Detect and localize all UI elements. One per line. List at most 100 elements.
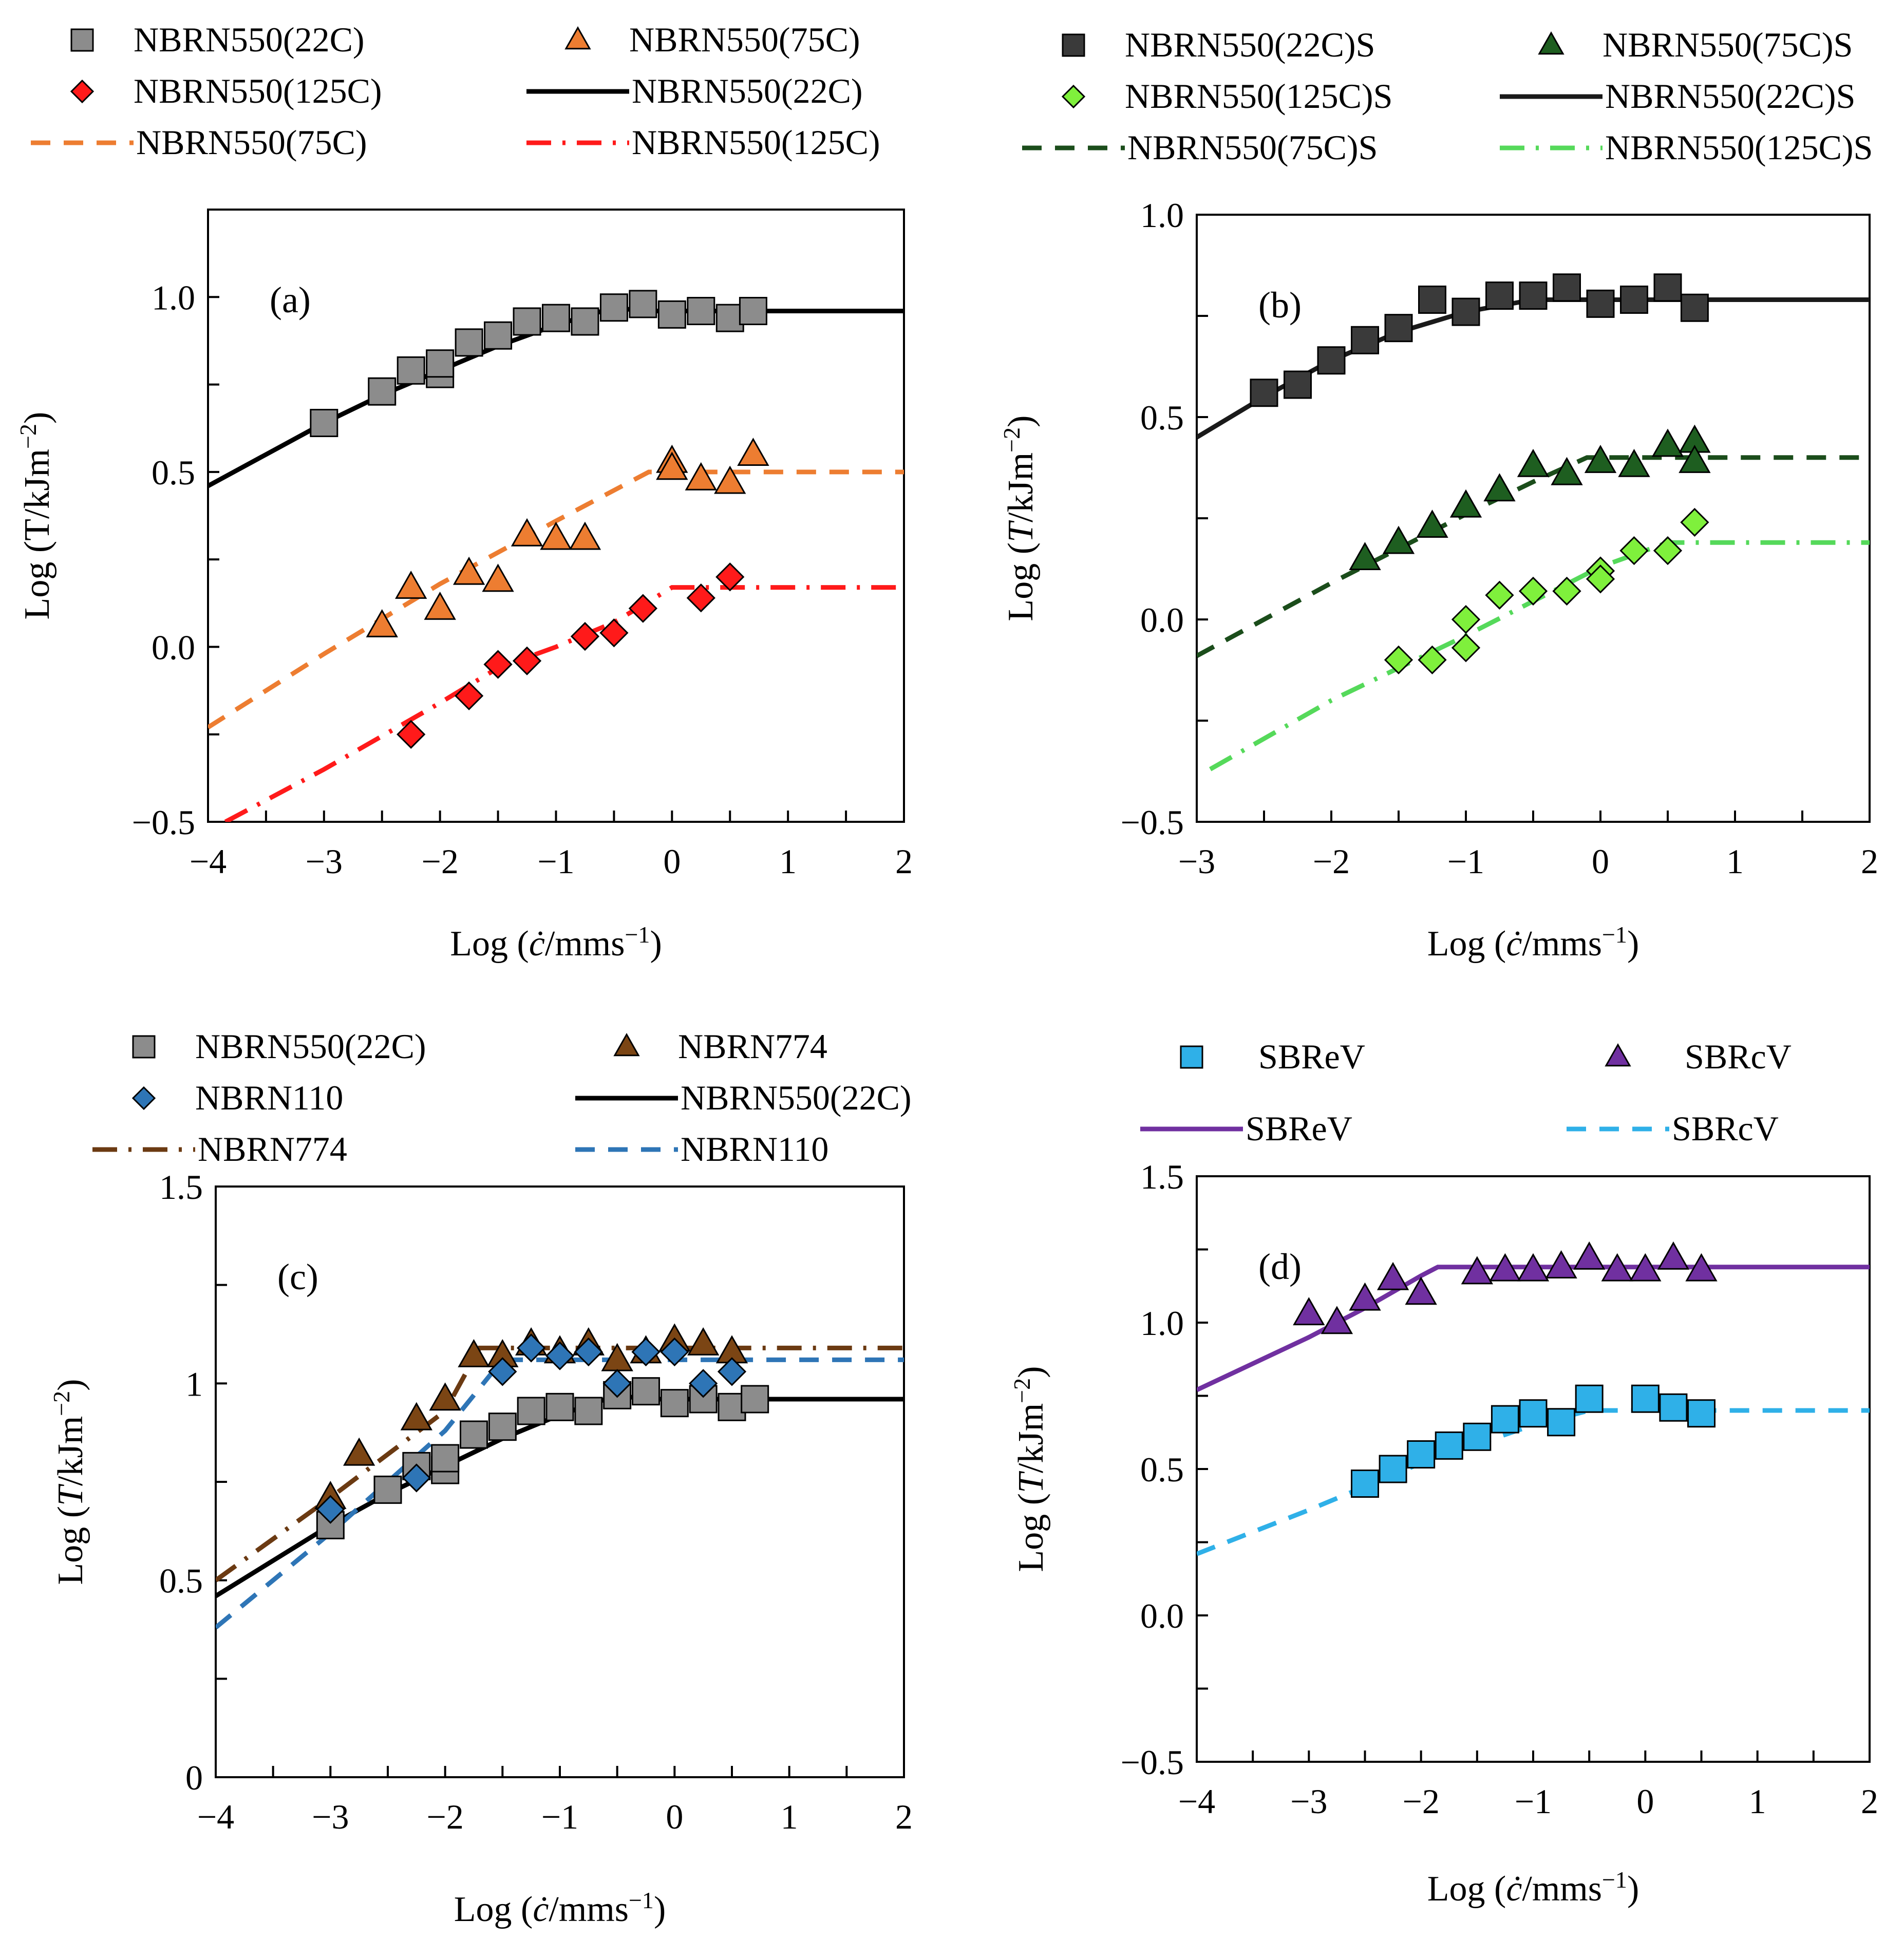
data-point [1657,1241,1690,1270]
data-point [715,304,744,332]
data-point [657,300,686,329]
legend-label: SBReV [1258,1037,1365,1076]
data-point [1250,379,1278,407]
x-tick-label: −2 [421,842,458,881]
data-point [1483,473,1516,502]
data-point [1321,1306,1353,1334]
data-point [574,1397,603,1425]
data-point [1349,542,1381,571]
data-point [540,521,572,550]
data-point [660,1337,689,1367]
x-tick-label: −1 [1447,842,1484,881]
data-point [1680,507,1709,537]
legend-item: NBRN550(125C) [70,71,382,110]
y-tick-label: 0 [185,1758,203,1797]
legend-item: NBRN550(75C)S [1538,25,1853,64]
legend-marker [1062,33,1085,57]
y-axis-label: Log (T/kJm−2) [15,412,58,620]
x-tick-label: 1 [1726,842,1744,881]
data-point [1384,645,1413,674]
data-point [1317,346,1346,375]
data-point [628,594,657,623]
legend-item: NBRN550(22C) [526,71,863,110]
data-point [366,609,398,637]
data-point [343,1437,375,1466]
data-point [1485,281,1514,310]
data-point [1382,525,1415,554]
data-point [689,1369,718,1398]
data-point [687,297,715,326]
legend-marker [1538,31,1564,55]
data-point [1679,445,1711,473]
x-tick-label: 2 [895,842,913,881]
data-point [739,297,767,326]
data-point [316,1495,345,1524]
data-point [1573,1241,1606,1270]
x-tick-label: −2 [1402,1782,1439,1821]
x-tick-label: 2 [1861,1782,1878,1821]
data-point [1519,281,1548,310]
legend-label: NBRN110 [195,1078,343,1117]
data-point [545,1392,574,1421]
data-point [513,307,541,336]
data-point [511,518,543,547]
data-point [1416,510,1448,538]
data-point [1653,273,1682,302]
data-point [488,1413,517,1441]
legend-label: SBRcV [1672,1109,1779,1148]
legend-marker [131,1086,156,1110]
legend-label: NBRN774 [678,1027,827,1066]
data-point [1463,1422,1492,1451]
legend-item: SBReV [1180,1037,1365,1076]
data-point [656,451,688,480]
legend-marker [1605,1043,1631,1067]
panel-d: −0.5 0.0 0.5 1.0 1.5 −4 −3 −2 −1 0 1 2 Log (T/kJm−2)… [1009,1037,1879,1909]
legend-label: SBReV [1246,1109,1352,1148]
data-point [482,563,514,592]
data-point [1517,1253,1550,1282]
scatter-series-NBRN550(75C)S [1349,424,1711,571]
legend-item: SBReV [1140,1109,1352,1148]
x-tick-label: 0 [1592,842,1609,881]
data-point [737,438,769,466]
legend-label: NBRN550(125C)S [1605,128,1873,167]
data-point [1631,1384,1660,1413]
y-tick-label: 1.0 [1140,196,1184,235]
legend-marker [132,1035,156,1059]
legend-item: SBRcV [1567,1109,1779,1148]
data-point [687,1327,720,1356]
data-point [458,1339,490,1367]
scatter-series-NBRN550(125C) [397,562,745,749]
legend-item: NBRN550(22C) [132,1027,426,1066]
legend-item: NBRN550(22C) [575,1078,912,1117]
data-point [397,720,426,749]
data-point [1491,1405,1519,1434]
legend-marker [564,26,591,50]
data-point [368,377,397,406]
legend-label: NBRN550(75C)S [1127,128,1378,167]
legend-label: NBRN550(75C) [136,123,367,162]
legend-label: NBRN550(125C) [632,123,880,162]
data-point [373,1475,402,1504]
x-tick-label: −3 [312,1797,349,1836]
y-tick-label: 1.0 [1140,1304,1184,1343]
data-point [1680,293,1709,322]
legend-label: NBRN110 [681,1129,828,1169]
panel-title: (d) [1258,1246,1302,1287]
series-line-NBRN550(75C)S [1197,455,1870,658]
data-point [1545,1250,1577,1278]
panel-c: 0 0.5 1 1.5 −4 −3 −2 −1 0 1 2 Log (T/kJm−2) Log (ċ/m… [48,1027,913,1929]
data-point [1405,1276,1437,1305]
data-point [717,1357,747,1386]
legend-d: SBReV SBRcV SBReV SBRcV [1140,1037,1792,1148]
x-tick-label: 0 [666,1797,683,1836]
data-point [1407,1440,1436,1469]
data-point [1552,576,1581,606]
legend-label: NBRN550(22C) [134,20,365,59]
data-point [1451,633,1481,663]
data-point [1553,273,1581,302]
data-point [715,562,745,592]
series-line-NBRN110 [216,1357,904,1630]
data-point [310,408,338,437]
x-tick-label: −4 [197,1797,234,1836]
